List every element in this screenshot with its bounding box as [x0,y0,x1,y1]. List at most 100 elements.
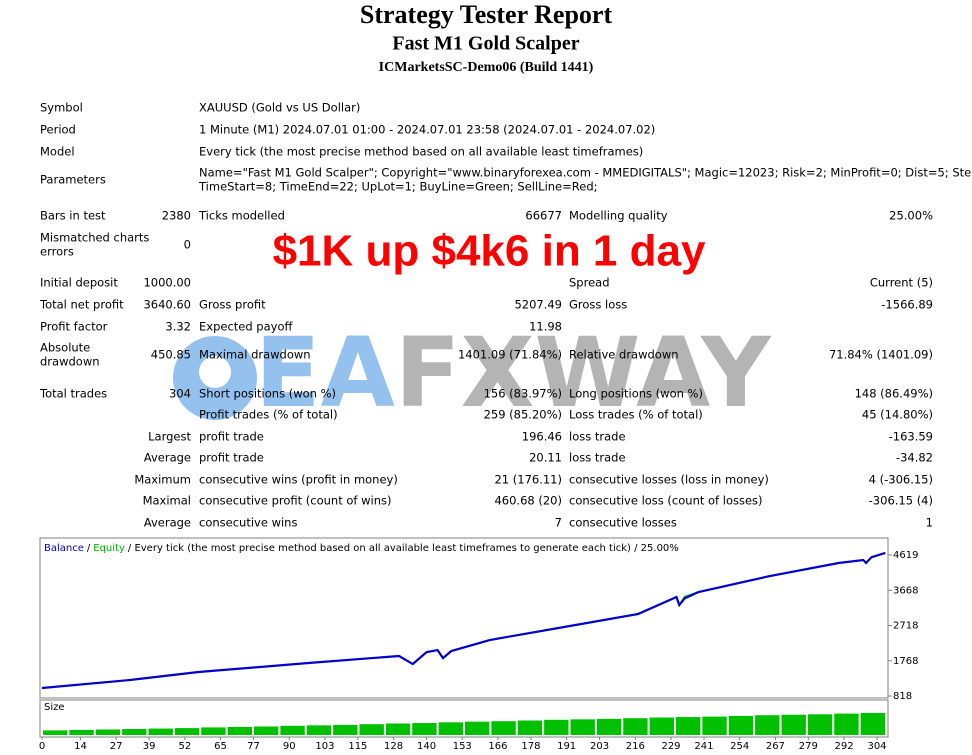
size-bar [43,730,68,735]
cell: 450.85 [151,348,191,362]
cell: Relative drawdown [569,348,679,362]
cell: Gross loss [569,298,627,312]
size-bar [201,727,226,735]
x-tick-label: 140 [417,741,436,752]
y-tick-label: 2718 [893,621,918,632]
cell: 2380 [162,209,191,223]
brand-fxway: FXWAY [395,317,772,429]
x-tick-label: 241 [694,741,713,752]
cell: Profit factor [40,320,108,334]
y-tick-label: 818 [893,691,912,702]
x-tick-label: 178 [521,741,540,752]
size-bar [359,724,384,735]
cell: Mismatched charts [40,231,149,245]
legend-separator: / [87,543,91,554]
graph: 818 1768 2718 3668 4619 0 14 27 39 52 65 77 90 103 115… [39,550,919,752]
logo-face [199,356,231,388]
caption: / Every tick (the most precise method ba… [128,543,679,554]
table: Symbol XAUUSD (Gold vs US Dollar) Period 1 … [39,101,972,530]
legend-balance: Balance [44,543,84,554]
size-bar [148,728,173,735]
size-bar [174,728,200,735]
cell: consecutive profit (count of wins) [199,494,391,508]
size-bar [834,713,859,735]
cell: Symbol [40,101,83,115]
x-tick-label: 153 [453,741,472,752]
cell: 11.98 [529,320,562,334]
cell: 4 (-306.15) [869,473,933,487]
size-bar [95,729,121,735]
size-bar [412,723,437,735]
cell: Absolute [40,341,90,355]
cell: 196.46 [522,430,562,444]
graph-caption: Balance / Equity / Every tick (the most pre… [44,543,679,554]
cell: Short positions (won %) [199,387,336,401]
cell: Average [144,516,191,530]
y-tick-label: 4619 [893,550,918,561]
x-tick-label: 267 [766,741,785,752]
cell: Maximal [143,494,191,508]
size-bar [122,729,147,735]
cell: 156 (83.97%) [484,387,562,401]
cell: 3640.60 [143,298,191,312]
cell: profit trade [199,451,264,465]
x-tick-label: 52 [178,741,191,752]
y-tick-label: 1768 [893,656,918,667]
size-bar [755,715,780,735]
cell: Maximal drawdown [199,348,311,362]
cell: XAUUSD (Gold vs US Dollar) [199,101,360,115]
size-bar [254,726,279,735]
cell: profit trade [199,430,264,444]
x-tick-label: 229 [661,741,680,752]
size-bar [728,715,754,735]
size-bar [807,714,833,735]
cell: Every tick (the most precise method base… [199,145,643,159]
cell: 66677 [525,209,562,223]
size-bar [676,717,701,735]
cell: 1000.00 [143,276,191,290]
cell: consecutive wins [199,516,297,530]
x-tick-label: 39 [143,741,156,752]
size-bar [438,722,463,735]
graph-frame [39,537,889,699]
x-tick-label: 304 [867,741,886,752]
size-bar [227,726,252,735]
cell: consecutive losses (loss in money) [569,473,769,487]
x-tick-label: 65 [214,741,227,752]
size-bar [280,725,305,735]
cell: Ticks modelled [198,209,285,223]
cell: loss trade [569,451,626,465]
cell: loss trade [569,430,626,444]
cell: 148 (86.49%) [855,387,933,401]
headline: $1K up $4k6 in 1 day [273,227,706,276]
size-bar [544,719,569,735]
cell: Parameters [40,173,106,187]
cell: Current (5) [870,276,933,290]
x-tick-label: 166 [488,741,507,752]
cell: Profit trades (% of total) [199,408,338,422]
cell: consecutive losses [569,516,677,530]
x-tick-label: 0 [39,741,45,752]
cell: 304 [169,387,191,401]
cell: -163.59 [889,430,933,444]
cell: Loss trades (% of total) [569,408,703,422]
x-tick-label: 77 [247,741,260,752]
cell: -306.15 (4) [869,494,933,508]
cell: consecutive wins (profit in money) [199,473,398,487]
cell: 3.32 [165,320,191,334]
size-bar [623,718,648,735]
x-tick-label: 203 [590,741,609,752]
cell: Spread [569,276,610,290]
cell: -1566.89 [881,298,933,312]
cell: 71.84% (1401.09) [829,348,933,362]
x-tick-label: 90 [283,741,296,752]
size-bar [385,723,411,735]
brand-watermark: EAFXWAY [173,317,772,429]
cell: Gross profit [199,298,266,312]
expert-name: Fast M1 Gold Scalper [392,33,579,55]
cell: drawdown [40,355,100,369]
report-title: Strategy Tester Report [360,0,613,29]
series-line [41,551,886,690]
cell: Model [40,145,75,159]
